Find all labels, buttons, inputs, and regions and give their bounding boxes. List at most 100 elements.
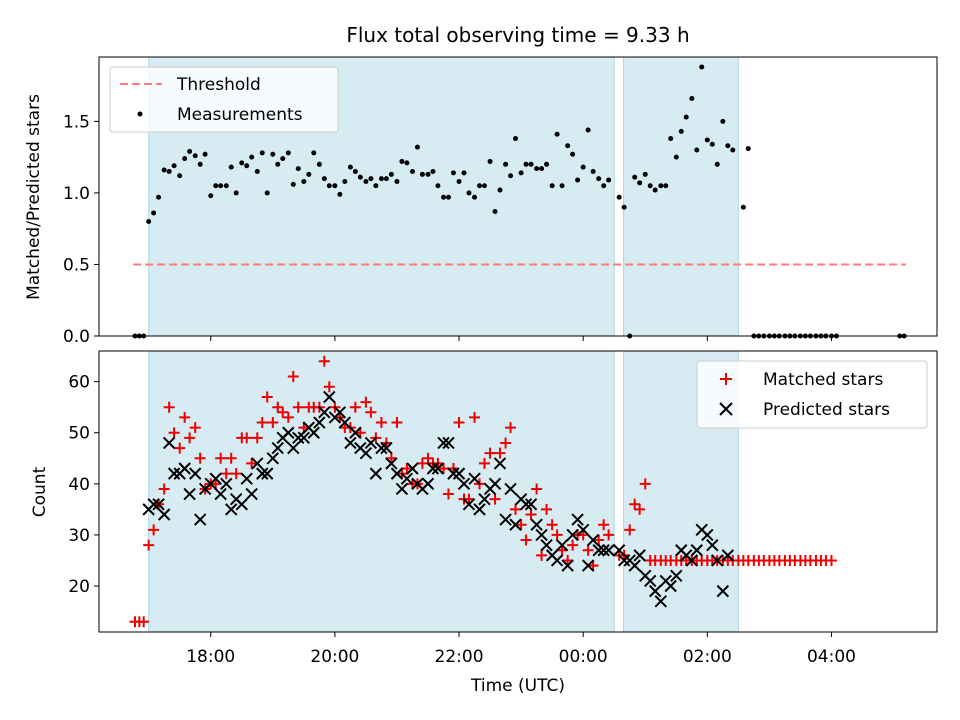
matched-star-point	[629, 498, 641, 510]
predicted-star-point	[617, 554, 631, 567]
matched-star-point	[385, 452, 397, 464]
measurement-point	[497, 187, 503, 193]
measurement-point	[394, 178, 400, 184]
predicted-star-point	[406, 462, 419, 475]
predicted-star-point	[597, 544, 610, 557]
predicted-star-point	[664, 579, 677, 593]
measurement-point	[606, 177, 612, 183]
legend-matched-swatch	[720, 373, 732, 385]
predicted-star-point	[178, 462, 191, 475]
matched-star-point	[582, 544, 594, 556]
predicted-star-point	[395, 482, 409, 496]
matched-star-point	[401, 463, 413, 475]
legend-measurements-label: Measurements	[177, 105, 303, 125]
measurement-point	[472, 194, 478, 200]
predicted-star-point	[648, 584, 662, 598]
matched-star-point	[546, 519, 558, 531]
predicted-star-point	[147, 498, 160, 511]
measurement-point	[182, 156, 188, 162]
measurement-point	[503, 161, 509, 167]
measurement-point	[549, 183, 555, 189]
measurement-point	[637, 180, 643, 186]
matched-star-point	[375, 417, 387, 429]
measurement-point	[270, 151, 276, 157]
matched-star-point	[184, 432, 196, 444]
measurement-point	[539, 166, 545, 172]
measurement-point	[683, 114, 689, 120]
matched-star-point	[438, 463, 450, 475]
measurement-point	[673, 154, 679, 160]
measurement-point	[239, 160, 245, 166]
measurement-point	[414, 144, 420, 150]
measurement-point	[435, 183, 441, 189]
measurement-point	[596, 176, 602, 182]
measurement-point	[285, 150, 291, 156]
measurement-point	[321, 176, 327, 182]
matched-star-point	[220, 468, 232, 480]
predicted-star-point	[385, 457, 398, 470]
predicted-stars-points	[143, 390, 735, 608]
predicted-star-point	[519, 498, 533, 511]
matched-star-point	[484, 447, 496, 459]
predicted-star-point	[488, 477, 502, 491]
matched-star-point	[478, 457, 490, 469]
predicted-star-point	[380, 441, 393, 455]
measurement-point	[378, 176, 384, 182]
measurement-point	[590, 168, 596, 174]
measurement-point	[466, 190, 472, 196]
measurement-point	[373, 183, 379, 189]
predicted-star-point	[421, 477, 435, 491]
measurement-point	[621, 204, 627, 210]
predicted-star-point	[349, 426, 362, 439]
measurement-point	[151, 210, 157, 216]
count-axes-frame	[98, 350, 938, 633]
matched-star-point	[272, 401, 284, 413]
predicted-star-point	[462, 498, 476, 511]
x-tick-label: 04:00	[807, 647, 856, 667]
predicted-star-point	[220, 477, 233, 491]
y-tick-label: 20	[68, 577, 90, 597]
predicted-star-point	[193, 513, 207, 526]
matched-star-point	[163, 401, 175, 413]
matched-star-point	[510, 503, 522, 515]
measurement-point	[477, 183, 483, 189]
measurement-point	[192, 153, 198, 159]
measurement-point	[652, 187, 658, 193]
measurement-point	[202, 151, 208, 157]
predicted-star-point	[716, 584, 730, 598]
measurement-point	[316, 161, 322, 167]
ratio-axes-frame	[98, 56, 938, 337]
matched-star-point	[422, 452, 434, 464]
measurement-point	[528, 161, 534, 167]
predicted-star-point	[297, 431, 311, 445]
measurement-point	[275, 161, 281, 167]
legend-threshold-label: Threshold	[176, 75, 261, 95]
measurement-point	[720, 118, 726, 124]
predicted-star-point	[457, 477, 471, 491]
measurement-point	[177, 173, 183, 179]
y-tick-label: 60	[68, 373, 90, 393]
y-tick-label: 0.5	[63, 255, 90, 275]
measurement-point	[709, 141, 715, 147]
predicted-star-point	[282, 426, 295, 439]
predicted-star-point	[555, 538, 569, 552]
predicted-star-point	[318, 406, 331, 419]
predicted-star-point	[313, 416, 326, 429]
predicted-star-point	[612, 544, 626, 557]
matched-star-point	[148, 524, 160, 536]
predicted-star-point	[183, 487, 196, 501]
measurement-point	[616, 194, 622, 200]
matched-star-point	[282, 411, 294, 423]
predicted-star-point	[338, 416, 352, 429]
matched-star-point	[292, 401, 304, 413]
matched-star-point	[287, 371, 299, 383]
predicted-star-point	[189, 467, 202, 480]
predicted-star-point	[287, 441, 300, 455]
measurement-point	[347, 164, 353, 170]
predicted-star-point	[654, 595, 667, 608]
ratio-panel: 0.0 0.5 1.0 1.5 Flux total observing time =…	[24, 23, 938, 347]
predicted-star-point	[344, 436, 357, 450]
matched-star-point	[143, 539, 155, 551]
predicted-star-point	[323, 390, 336, 404]
predicted-star-point	[225, 503, 238, 516]
